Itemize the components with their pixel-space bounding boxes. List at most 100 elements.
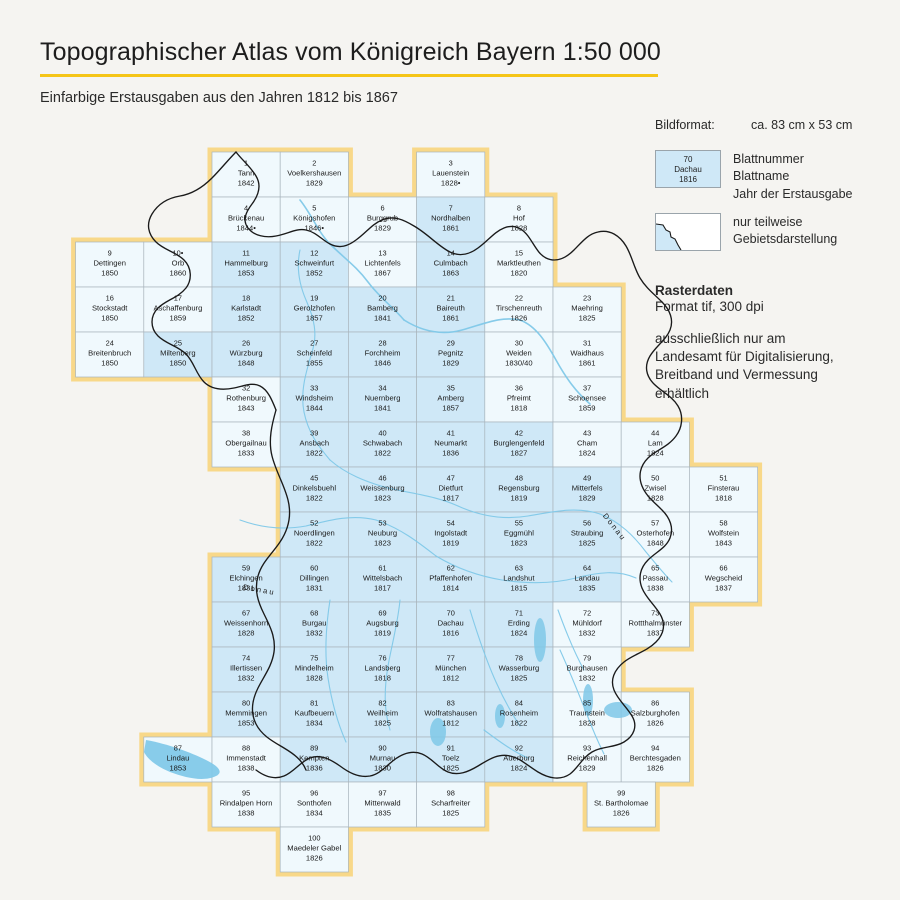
sheet-cell-rect[interactable]: [279, 151, 349, 198]
sheet-cell-24[interactable]: [75, 331, 145, 378]
sheet-cell-55[interactable]: [484, 511, 554, 558]
sheet-cell-rect[interactable]: [416, 421, 486, 468]
sheet-cell-rect[interactable]: [484, 286, 554, 333]
sheet-cell-38[interactable]: [211, 421, 281, 468]
sheet-cell-50[interactable]: [620, 466, 690, 513]
sheet-cell-44[interactable]: [620, 421, 690, 468]
sheet-cell-rect[interactable]: [484, 421, 554, 468]
sheet-cell-39[interactable]: [279, 421, 349, 468]
sheet-cell-35[interactable]: [416, 376, 486, 423]
sheet-cell-rect[interactable]: [279, 601, 349, 648]
sheet-cell-94[interactable]: [620, 736, 690, 783]
sheet-cell-3[interactable]: [416, 151, 486, 198]
sheet-cell-49[interactable]: [552, 466, 622, 513]
sheet-cell-68[interactable]: [279, 601, 349, 648]
sheet-cell-76[interactable]: [348, 646, 417, 693]
sheet-cell-rect[interactable]: [143, 331, 213, 378]
sheet-cell-rect[interactable]: [416, 151, 486, 198]
sheet-cell-46[interactable]: [348, 466, 417, 513]
sheet-cell-56[interactable]: [552, 511, 622, 558]
sheet-cell-2[interactable]: [279, 151, 349, 198]
sheet-cell-rect[interactable]: [620, 601, 690, 648]
sheet-cell-rect[interactable]: [689, 556, 758, 603]
sheet-cell-rect[interactable]: [484, 241, 554, 288]
sheet-cell-51[interactable]: [689, 466, 758, 513]
sheet-cell-rect[interactable]: [75, 331, 145, 378]
sheet-cell-rect[interactable]: [348, 241, 417, 288]
sheet-cell-rect[interactable]: [416, 466, 486, 513]
sheet-cell-rect[interactable]: [484, 511, 554, 558]
sheet-cell-16[interactable]: [75, 286, 145, 333]
sheet-cell-23[interactable]: [552, 286, 622, 333]
sheet-cell-rect[interactable]: [75, 286, 145, 333]
sheet-cell-10[interactable]: [143, 241, 213, 288]
sheet-cell-97[interactable]: [348, 781, 417, 828]
sheet-cell-15[interactable]: [484, 241, 554, 288]
sheet-cell-64[interactable]: [552, 556, 622, 603]
sheet-cell-rect[interactable]: [348, 601, 417, 648]
sheet-cell-73[interactable]: [620, 601, 690, 648]
sheet-cell-80[interactable]: [211, 691, 281, 738]
sheet-cell-89[interactable]: [279, 736, 349, 783]
sheet-cell-rect[interactable]: [416, 736, 486, 783]
sheet-cell-26[interactable]: [211, 331, 281, 378]
sheet-cell-60[interactable]: [279, 556, 349, 603]
sheet-cell-rect[interactable]: [279, 196, 349, 243]
sheet-cell-98[interactable]: [416, 781, 486, 828]
sheet-cell-99[interactable]: [586, 781, 656, 828]
sheet-cell-rect[interactable]: [279, 376, 349, 423]
sheet-cell-5[interactable]: [279, 196, 349, 243]
sheet-cell-rect[interactable]: [75, 241, 145, 288]
sheet-cell-rect[interactable]: [211, 286, 281, 333]
sheet-cell-rect[interactable]: [416, 781, 486, 828]
sheet-cell-rect[interactable]: [348, 466, 417, 513]
sheet-cell-4[interactable]: [211, 196, 281, 243]
sheet-cell-20[interactable]: [348, 286, 417, 333]
sheet-cell-18[interactable]: [211, 286, 281, 333]
sheet-cell-rect[interactable]: [279, 736, 349, 783]
sheet-cell-rect[interactable]: [689, 511, 758, 558]
sheet-cell-69[interactable]: [348, 601, 417, 648]
sheet-cell-rect[interactable]: [552, 421, 622, 468]
sheet-cell-45[interactable]: [279, 466, 349, 513]
sheet-cell-rect[interactable]: [552, 466, 622, 513]
sheet-cell-rect[interactable]: [586, 781, 656, 828]
sheet-cell-rect[interactable]: [620, 466, 690, 513]
sheet-cell-rect[interactable]: [552, 331, 622, 378]
sheet-cell-rect[interactable]: [211, 331, 281, 378]
sheet-cell-rect[interactable]: [279, 466, 349, 513]
sheet-cell-rect[interactable]: [552, 376, 622, 423]
sheet-cell-rect[interactable]: [211, 196, 281, 243]
sheet-cell-rect[interactable]: [143, 241, 213, 288]
sheet-cell-29[interactable]: [416, 331, 486, 378]
sheet-cell-rect[interactable]: [416, 376, 486, 423]
sheet-cell-28[interactable]: [348, 331, 417, 378]
sheet-cell-rect[interactable]: [279, 421, 349, 468]
sheet-cell-25[interactable]: [143, 331, 213, 378]
sheet-cell-rect[interactable]: [620, 421, 690, 468]
sheet-cell-47[interactable]: [416, 466, 486, 513]
sheet-cell-rect[interactable]: [620, 736, 690, 783]
sheet-cell-43[interactable]: [552, 421, 622, 468]
sheet-cell-rect[interactable]: [552, 286, 622, 333]
sheet-cell-88[interactable]: [211, 736, 281, 783]
sheet-cell-rect[interactable]: [279, 556, 349, 603]
sheet-cell-rect[interactable]: [552, 556, 622, 603]
sheet-cell-91[interactable]: [416, 736, 486, 783]
sheet-cell-9[interactable]: [75, 241, 145, 288]
sheet-cell-rect[interactable]: [348, 646, 417, 693]
sheet-cell-rect[interactable]: [484, 331, 554, 378]
sheet-cell-30[interactable]: [484, 331, 554, 378]
sheet-cell-rect[interactable]: [348, 376, 417, 423]
sheet-cell-13[interactable]: [348, 241, 417, 288]
sheet-cell-rect[interactable]: [348, 286, 417, 333]
sheet-cell-41[interactable]: [416, 421, 486, 468]
sheet-cell-rect[interactable]: [211, 691, 281, 738]
sheet-cell-33[interactable]: [279, 376, 349, 423]
sheet-cell-66[interactable]: [689, 556, 758, 603]
sheet-cell-100[interactable]: [279, 826, 349, 873]
sheet-cell-rect[interactable]: [211, 421, 281, 468]
sheet-cell-58[interactable]: [689, 511, 758, 558]
sheet-cell-31[interactable]: [552, 331, 622, 378]
